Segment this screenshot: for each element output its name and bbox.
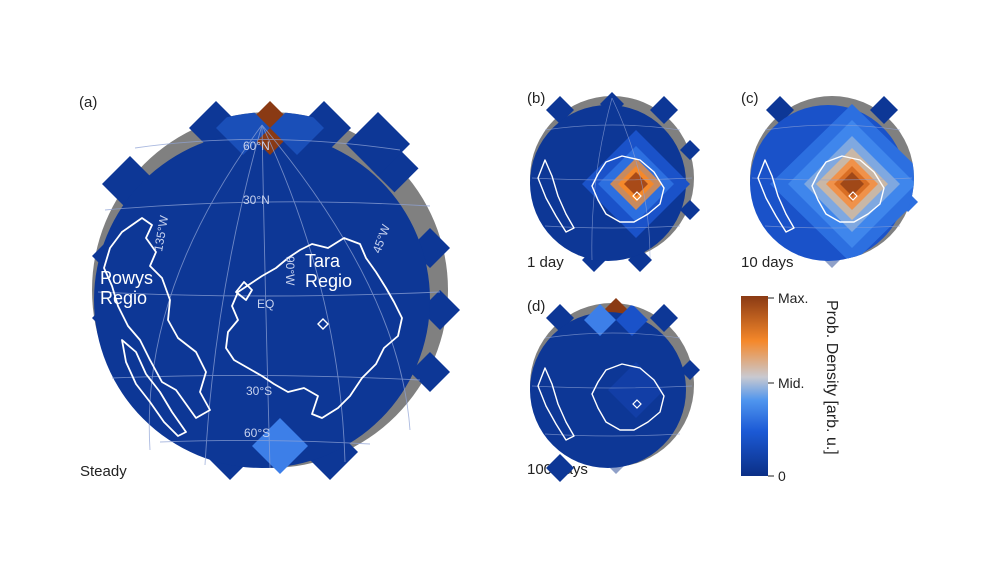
colorbar-tick-max: Max. [778, 290, 808, 306]
globe-a-surface [94, 132, 430, 468]
panel-d-globe [530, 298, 700, 482]
panel-a-label: (a) [79, 94, 98, 111]
globe-a-coastlines [103, 217, 403, 437]
powys-regio-outline [103, 217, 211, 419]
globe-d-coastlines [537, 363, 665, 441]
equator-label: EQ [257, 297, 274, 311]
panel-c-globe [750, 96, 918, 268]
target-marker-b [632, 191, 642, 201]
globe-c-coastlines [757, 155, 885, 233]
lat-60s-label: 60°S [244, 426, 270, 440]
tara-label-2: Regio [305, 271, 352, 291]
panel-d-label: (d) [527, 298, 546, 315]
target-marker-d [632, 399, 642, 409]
panel-a-caption: Steady [80, 463, 127, 480]
lat-30n-label: 30°N [243, 193, 270, 207]
colorbar-title: Prob. Density [arb. u.] [823, 300, 840, 455]
panel-b-globe [530, 92, 700, 272]
panel-c-label: (c) [741, 90, 759, 107]
powys-label-1: Powys [100, 268, 153, 288]
lat-60n-label: 60°N [243, 139, 270, 153]
lon-135w-label: 135°W [151, 214, 171, 253]
globe-a-graticule [97, 124, 441, 469]
colorbar-gradient [741, 296, 768, 476]
globe-b-density [582, 130, 690, 238]
panel-a-globe: 60°N 30°N EQ 30°S 60°S 135°W 90°W 45°W P… [92, 101, 460, 480]
target-marker-a [317, 318, 329, 330]
globe-b-coastlines [537, 155, 665, 233]
panel-b-label: (b) [527, 90, 546, 107]
colorbar-tick-zero: 0 [778, 468, 786, 484]
panel-b-caption: 1 day [527, 254, 564, 271]
panel-c-caption: 10 days [741, 254, 794, 271]
lon-90w-label: 90°W [283, 256, 297, 286]
powys-label-2: Regio [100, 288, 147, 308]
tara-regio-outline [225, 237, 403, 419]
tara-label-1: Tara [305, 251, 341, 271]
lat-30s-label: 30°S [246, 384, 272, 398]
colorbar: Max. Mid. 0 Prob. Density [arb. u.] [741, 290, 840, 484]
target-marker-c [848, 191, 858, 201]
colorbar-tick-mid: Mid. [778, 375, 804, 391]
